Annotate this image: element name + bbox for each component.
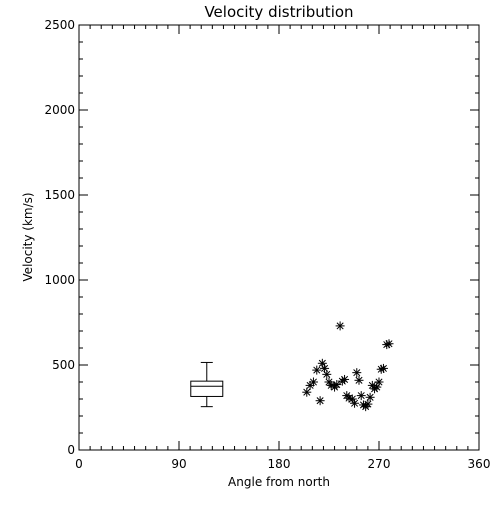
x-tick-label: 180 [268,457,291,471]
asterisk-stroke [318,359,326,367]
scatter-point [356,391,366,401]
scatter-point [312,365,322,375]
minor-ticks [79,25,479,450]
major-ticks [78,24,480,451]
x-axis-label: Angle from north [228,475,330,489]
scatter-point [354,375,364,385]
asterisk-stroke [385,340,393,348]
asterisk-stroke [379,364,387,372]
asterisk-stroke [345,394,353,402]
scatter-point [384,339,394,349]
x-tick-label: 0 [75,457,83,471]
asterisk-stroke [333,381,341,389]
scatter-point [322,369,332,379]
scatter-point [340,374,350,384]
asterisk-stroke [316,397,324,405]
asterisk-stroke [303,388,311,396]
asterisk-stroke [375,378,383,386]
asterisk-stroke [336,322,344,330]
asterisk-stroke [341,375,349,383]
asterisk-stroke [353,369,361,377]
scatter-point [365,392,375,402]
scatter-point [308,377,318,387]
scatter-point [315,396,325,406]
asterisk-stroke [325,378,333,386]
asterisk-stroke [368,381,376,389]
asterisk-stroke [309,378,317,386]
x-tick-labels: 0 90 180 270 360 [75,457,490,471]
asterisk-stroke [348,395,356,403]
x-tick-label: 270 [368,457,391,471]
y-tick-label: 2500 [44,18,75,32]
scatter-point [335,321,345,331]
scatter-point [320,363,330,373]
y-tick-label: 0 [67,443,75,457]
x-tick-label: 90 [171,457,186,471]
scatter-point [363,399,373,409]
asterisk-stroke [327,381,335,389]
y-tick-label: 500 [52,358,75,372]
x-tick-label: 360 [468,457,491,471]
scatter-points [302,321,394,412]
y-tick-label: 1000 [44,273,75,287]
scatter-point [302,387,312,397]
box-plot [190,361,224,408]
asterisk-stroke [364,400,372,408]
asterisk-stroke [357,392,365,400]
asterisk-stroke [323,370,331,378]
plot-frame [78,24,480,451]
y-tick-label: 2000 [44,103,75,117]
scatter-point [350,398,360,408]
y-tick-label: 1500 [44,188,75,202]
scatter-point [352,368,362,378]
scatter-point [378,363,388,373]
asterisk-stroke [313,366,321,374]
asterisk-stroke [321,364,329,372]
y-axis-label: Velocity (km/s) [21,192,35,281]
asterisk-stroke [366,393,374,401]
scatter-point [332,380,342,390]
y-tick-labels: 0 500 1000 1500 2000 2500 [44,18,75,457]
box-iqr [190,380,224,397]
asterisk-stroke [355,376,363,384]
asterisk-stroke [351,399,359,407]
chart-title: Velocity distribution [204,3,353,21]
scatter-point [374,377,384,387]
